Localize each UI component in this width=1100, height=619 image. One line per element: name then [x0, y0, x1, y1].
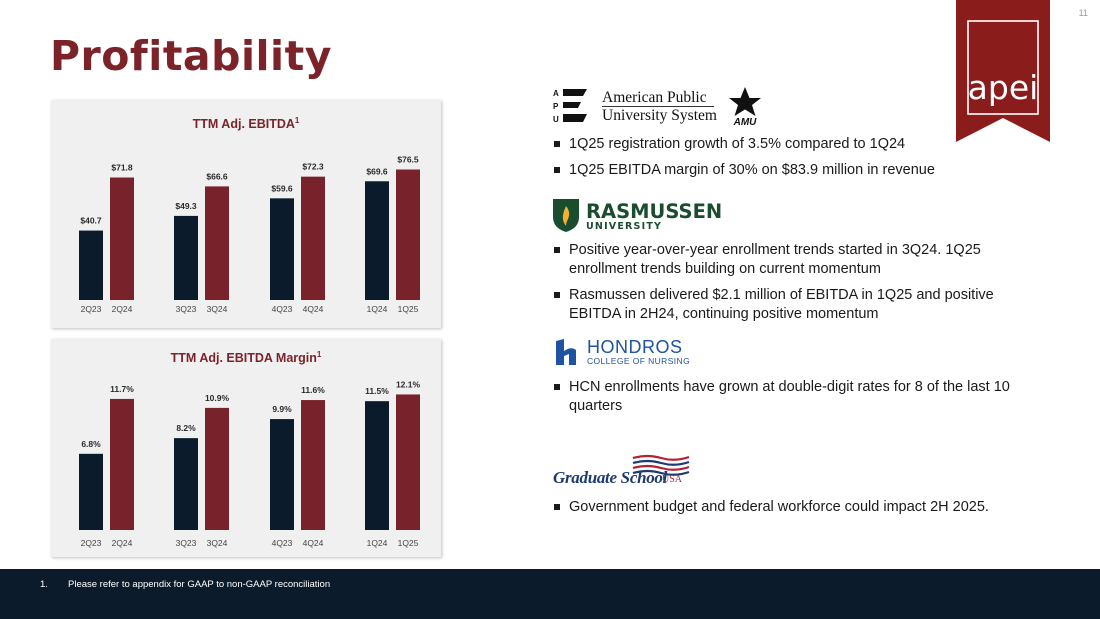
- data-label-1Q25: $76.5: [397, 155, 419, 165]
- tick-label-3Q24: 3Q24: [207, 304, 228, 314]
- bar-4Q23: [270, 198, 294, 300]
- bar-1Q25: [396, 394, 420, 530]
- bar-3Q24: [205, 186, 229, 300]
- bar-3Q23: [174, 215, 198, 300]
- margin-chart: 6.8% 2Q23 11.7% 2Q24 8.2% 3Q23 10.9% 3Q24 9.9% 4Q…: [79, 379, 421, 548]
- apu-bullet-2: 1Q25 EBITDA margin of 30% on $83.9 milli…: [553, 161, 1013, 180]
- bar-3Q24: [205, 407, 229, 530]
- bar-4Q23: [270, 419, 294, 530]
- tick-label-2Q23: 2Q23: [81, 538, 102, 548]
- rasmussen-shield-icon: [553, 199, 579, 232]
- apu-logo: A P U American Public University System …: [553, 86, 768, 126]
- bar-2Q23: [79, 453, 103, 530]
- page-number: 11: [1078, 8, 1088, 18]
- bar-2Q23: [79, 230, 103, 300]
- data-label-1Q24: 11.5%: [365, 386, 389, 396]
- graduate-school-name: Graduate School: [553, 468, 668, 487]
- tick-label-1Q24: 1Q24: [367, 304, 388, 314]
- rasmussen-bullet-2: Rasmussen delivered $2.1 million of EBIT…: [553, 286, 1013, 324]
- hondros-sub: COLLEGE OF NURSING: [587, 356, 691, 366]
- data-label-3Q24: $66.6: [206, 171, 228, 181]
- hondros-bullet-1: HCN enrollments have grown at double-dig…: [553, 378, 1013, 416]
- margin-chart-title: TTM Adj. EBITDA Margin1: [170, 350, 322, 366]
- graduate-school-bullets: Government budget and federal workforce …: [553, 498, 1013, 524]
- rasmussen-name: RASMUSSEN: [586, 200, 723, 223]
- tick-label-1Q25: 1Q25: [398, 538, 419, 548]
- bar-1Q24: [365, 181, 389, 300]
- bar-3Q23: [174, 438, 198, 530]
- data-label-2Q23: 6.8%: [81, 439, 101, 449]
- data-label-3Q23: 8.2%: [176, 423, 196, 433]
- ebitda-chart: $40.7 2Q23 $71.8 2Q24 $49.3 3Q23 $66.6 3Q24 $59.…: [79, 155, 420, 314]
- data-label-2Q24: $71.8: [111, 163, 133, 173]
- ebitda-chart-title: TTM Adj. EBITDA1: [192, 116, 300, 132]
- apu-letter-u: U: [553, 115, 559, 124]
- tick-label-3Q23: 3Q23: [176, 538, 197, 548]
- tick-label-2Q24: 2Q24: [112, 538, 133, 548]
- apu-name-line2: University System: [602, 107, 717, 124]
- rasmussen-sub: UNIVERSITY: [586, 221, 663, 232]
- apu-letter-p: P: [553, 102, 559, 111]
- rasmussen-bullets: Positive year-over-year enrollment trend…: [553, 241, 1013, 331]
- data-label-4Q23: 9.9%: [272, 404, 292, 414]
- data-label-3Q23: $49.3: [175, 201, 197, 211]
- apei-logo-text: apei: [967, 68, 1039, 107]
- bar-1Q25: [396, 169, 420, 300]
- graduate-school-flag-icon: [632, 454, 690, 476]
- footer-bar: 1. Please refer to appendix for GAAP to n…: [0, 569, 1100, 619]
- tick-label-3Q24: 3Q24: [207, 538, 228, 548]
- ebitda-chart-panel: TTM Adj. EBITDA1 $40.7 2Q23 $71.8 2Q24 $49.3…: [51, 100, 441, 328]
- bar-4Q24: [301, 400, 325, 530]
- bar-1Q24: [365, 401, 389, 530]
- page-title: Profitability: [50, 32, 332, 80]
- data-label-2Q23: $40.7: [80, 216, 102, 226]
- rasmussen-bullet-1: Positive year-over-year enrollment trend…: [553, 241, 1013, 279]
- bar-2Q24: [110, 398, 134, 530]
- footnote-number: 1.: [40, 579, 48, 590]
- tick-label-2Q23: 2Q23: [81, 304, 102, 314]
- graduate-school-logo: Graduate School USA: [553, 454, 693, 488]
- apu-bullets: 1Q25 registration growth of 3.5% compare…: [553, 135, 1013, 187]
- graduate-school-usa: USA: [662, 474, 683, 485]
- hondros-logo: HONDROS COLLEGE OF NURSING: [553, 337, 703, 369]
- amu-label: AMU: [733, 117, 758, 126]
- footnote-text: Please refer to appendix for GAAP to non…: [68, 579, 331, 590]
- tick-label-4Q23: 4Q23: [272, 304, 293, 314]
- data-label-2Q24: 11.7%: [110, 384, 134, 394]
- apu-name-line1: American Public: [602, 89, 707, 106]
- graduate-school-bullet-1: Government budget and federal workforce …: [553, 498, 1013, 517]
- apei-logo: apei: [956, 0, 1050, 142]
- tick-label-4Q23: 4Q23: [272, 538, 293, 548]
- bar-4Q24: [301, 176, 325, 300]
- tick-label-1Q24: 1Q24: [367, 538, 388, 548]
- amu-star-icon: AMU: [729, 87, 761, 126]
- data-label-4Q23: $59.6: [271, 183, 293, 193]
- footnote: 1. Please refer to appendix for GAAP to n…: [40, 579, 330, 590]
- apu-letter-a: A: [553, 89, 559, 98]
- rasmussen-logo: RASMUSSEN UNIVERSITY: [551, 197, 723, 233]
- margin-chart-panel: TTM Adj. EBITDA Margin1 6.8% 2Q23 11.7% 2Q2…: [51, 339, 441, 557]
- tick-label-1Q25: 1Q25: [398, 304, 419, 314]
- tick-label-2Q24: 2Q24: [112, 304, 133, 314]
- data-label-1Q24: $69.6: [366, 166, 388, 176]
- data-label-1Q25: 12.1%: [396, 379, 421, 389]
- data-label-3Q24: 10.9%: [205, 393, 230, 403]
- apu-divider: [602, 106, 714, 107]
- tick-label-4Q24: 4Q24: [303, 304, 324, 314]
- apu-mark-icon: A P U: [553, 89, 587, 124]
- apei-ribbon-shape: [956, 0, 1050, 142]
- hondros-bullets: HCN enrollments have grown at double-dig…: [553, 378, 1013, 423]
- data-label-4Q24: 11.6%: [301, 385, 325, 395]
- hondros-name: HONDROS: [587, 337, 683, 357]
- tick-label-4Q24: 4Q24: [303, 538, 324, 548]
- tick-label-3Q23: 3Q23: [176, 304, 197, 314]
- apu-bullet-1: 1Q25 registration growth of 3.5% compare…: [553, 135, 1013, 154]
- hondros-mark-icon: [556, 339, 576, 365]
- data-label-4Q24: $72.3: [302, 162, 324, 172]
- bar-2Q24: [110, 177, 134, 300]
